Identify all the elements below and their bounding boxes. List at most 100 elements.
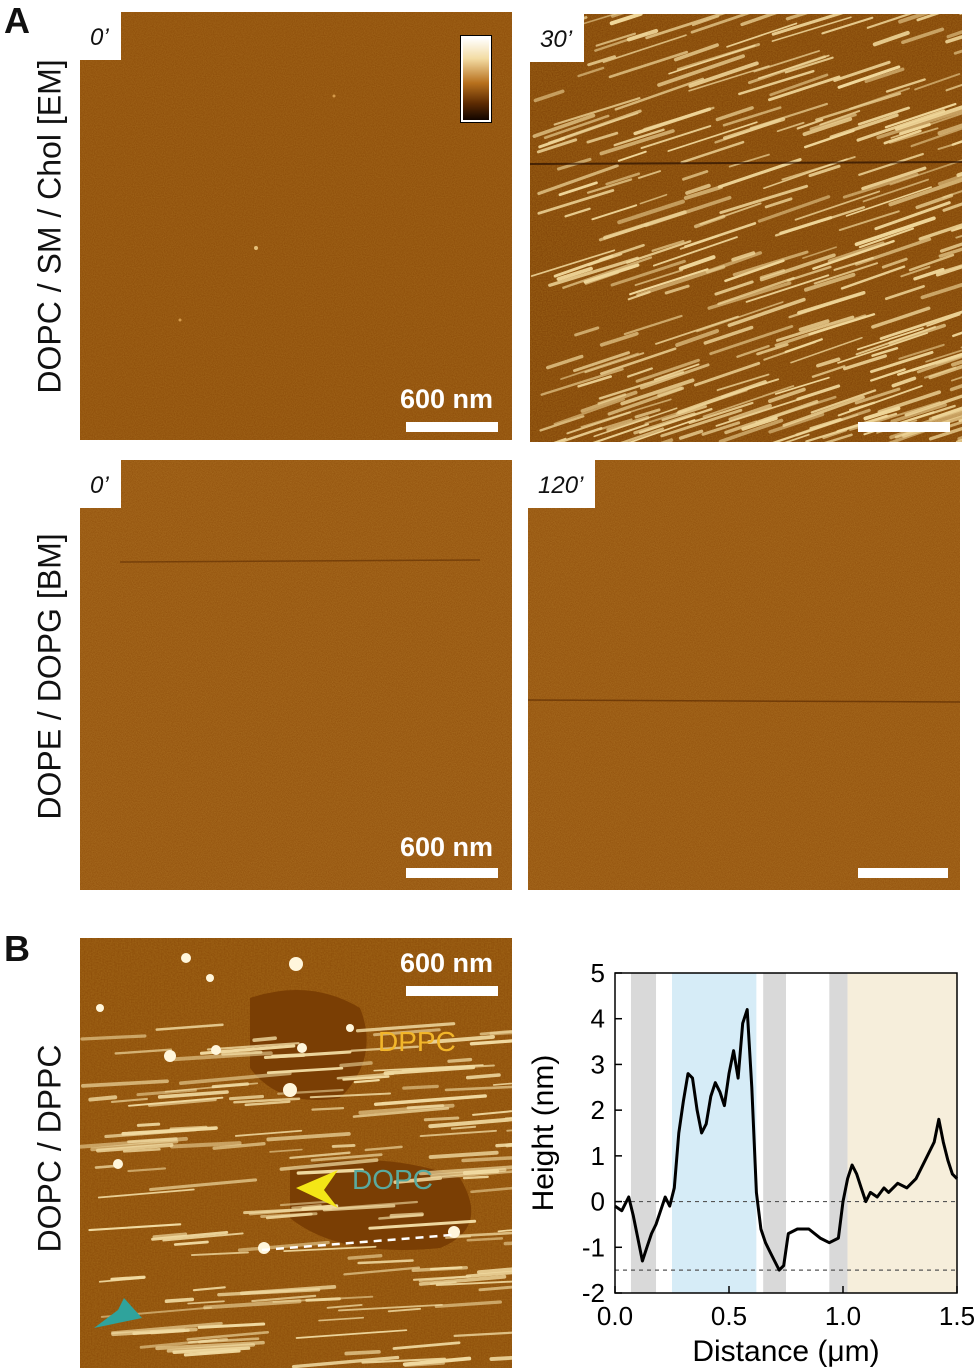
lipid-stripe bbox=[952, 331, 962, 338]
lipid-stripe bbox=[466, 1237, 504, 1242]
scale-bar bbox=[858, 868, 948, 878]
lipid-stripe bbox=[654, 363, 700, 381]
lipid-stripe bbox=[173, 1240, 209, 1246]
dppc-region-label: DPPC bbox=[378, 1026, 456, 1057]
lipid-stripe bbox=[796, 384, 841, 401]
lipid-stripe bbox=[605, 172, 641, 186]
lipid-stripe bbox=[610, 259, 686, 287]
lipid-stripe bbox=[726, 22, 798, 48]
lipid-stripe bbox=[418, 1165, 512, 1176]
lipid-stripe bbox=[881, 257, 908, 269]
lipid-stripe bbox=[587, 55, 616, 67]
row-label-dopc-dppc: DOPC / DPPC bbox=[31, 1044, 68, 1253]
lipid-stripe bbox=[803, 272, 856, 292]
lipid-stripe bbox=[753, 50, 820, 73]
lipid-stripe bbox=[326, 1303, 363, 1309]
highlight-band-beige bbox=[847, 973, 957, 1293]
lipid-stripe bbox=[837, 65, 901, 89]
lipid-stripe bbox=[798, 319, 830, 332]
lipid-stripe bbox=[718, 418, 784, 442]
lipid-stripe bbox=[243, 1206, 333, 1215]
lipid-stripe bbox=[908, 253, 955, 272]
scale-bar bbox=[406, 986, 498, 996]
lipid-stripe bbox=[775, 315, 855, 342]
lipid-stripe bbox=[691, 15, 720, 27]
lipid-stripe bbox=[434, 1300, 502, 1308]
lipid-stripe bbox=[97, 1188, 195, 1199]
x-tick-label: 1.0 bbox=[825, 1301, 861, 1331]
lipid-stripe bbox=[228, 1094, 265, 1101]
lipid-stripe bbox=[580, 390, 638, 413]
lipid-stripe bbox=[634, 408, 661, 419]
lipid-stripe bbox=[764, 197, 793, 209]
highlight-band-gray bbox=[829, 973, 848, 1293]
lipid-stripe bbox=[763, 158, 848, 190]
lipid-stripe bbox=[756, 343, 789, 356]
lipid-stripe bbox=[727, 297, 806, 328]
lipid-stripe bbox=[858, 227, 915, 249]
lipid-stripe bbox=[660, 408, 743, 438]
lipid-stripe bbox=[627, 367, 653, 378]
lipid-stripe bbox=[784, 338, 823, 354]
lipid-stripe bbox=[296, 1168, 364, 1175]
lipid-stripe bbox=[784, 56, 834, 74]
lipid-stripe bbox=[336, 1072, 395, 1080]
lipid-stripe bbox=[717, 158, 802, 189]
lipid-stripe bbox=[702, 385, 795, 418]
lipid-stripe bbox=[553, 437, 567, 442]
lipid-stripe bbox=[673, 43, 719, 62]
lipid-stripe bbox=[772, 418, 843, 442]
lipid-stripe bbox=[802, 246, 837, 259]
y-tick-label: 5 bbox=[591, 958, 605, 988]
lipid-stripe bbox=[870, 350, 934, 374]
lipid-stripe bbox=[206, 1042, 300, 1051]
lipid-stripe bbox=[353, 1078, 380, 1084]
lipid-stripe bbox=[412, 1275, 472, 1281]
lipid-stripe bbox=[122, 1148, 161, 1153]
lipid-stripe bbox=[289, 1151, 351, 1160]
lipid-stripe bbox=[444, 1085, 512, 1092]
lipid-stripe bbox=[678, 255, 716, 271]
lipid-stripe bbox=[217, 1287, 321, 1297]
lipid-stripe bbox=[758, 395, 837, 423]
lipid-stripe bbox=[661, 405, 708, 422]
lipid-stripe bbox=[599, 418, 633, 431]
lipid-stripe bbox=[861, 166, 927, 191]
lipid-stripe bbox=[838, 210, 900, 232]
lipid-stripe bbox=[637, 170, 661, 179]
lipid-stripe bbox=[449, 1231, 512, 1238]
lipid-stripe bbox=[854, 237, 932, 266]
lipid-stripe bbox=[747, 55, 827, 85]
lipid-stripe bbox=[901, 27, 945, 45]
lipid-stripe bbox=[720, 378, 780, 398]
lipid-stripe bbox=[132, 1329, 190, 1335]
lipid-stripe bbox=[769, 73, 829, 97]
lipid-stripe bbox=[492, 1082, 512, 1086]
lipid-stripe bbox=[88, 1095, 118, 1102]
lipid-stripe bbox=[688, 65, 770, 92]
lipid-stripe bbox=[951, 226, 962, 232]
lipid-stripe bbox=[914, 73, 961, 91]
lipid-stripe bbox=[441, 1170, 512, 1179]
lipid-stripe bbox=[151, 1230, 229, 1241]
lipid-stripe bbox=[693, 361, 761, 387]
lipid-stripe bbox=[788, 292, 861, 319]
lipid-stripe bbox=[584, 352, 645, 374]
lipid-stripe bbox=[759, 269, 786, 279]
lipid-stripe bbox=[543, 114, 610, 140]
lipid-stripe bbox=[378, 1213, 424, 1220]
lipid-stripe bbox=[709, 325, 794, 356]
lipid-stripe bbox=[918, 223, 962, 241]
lipid-stripe bbox=[629, 268, 709, 296]
lipid-stripe bbox=[849, 87, 910, 110]
lipid-stripe bbox=[937, 174, 962, 186]
lipid-stripe bbox=[745, 274, 830, 303]
lipid-stripe bbox=[540, 368, 624, 396]
lipid-stripe bbox=[928, 406, 962, 421]
lipid-stripe bbox=[885, 78, 926, 93]
lipid-stripe bbox=[357, 1259, 414, 1265]
y-tick-label: 1 bbox=[591, 1141, 605, 1171]
lipid-stripe bbox=[942, 202, 962, 212]
lipid-stripe bbox=[617, 199, 685, 225]
lipid-stripe bbox=[688, 61, 759, 88]
